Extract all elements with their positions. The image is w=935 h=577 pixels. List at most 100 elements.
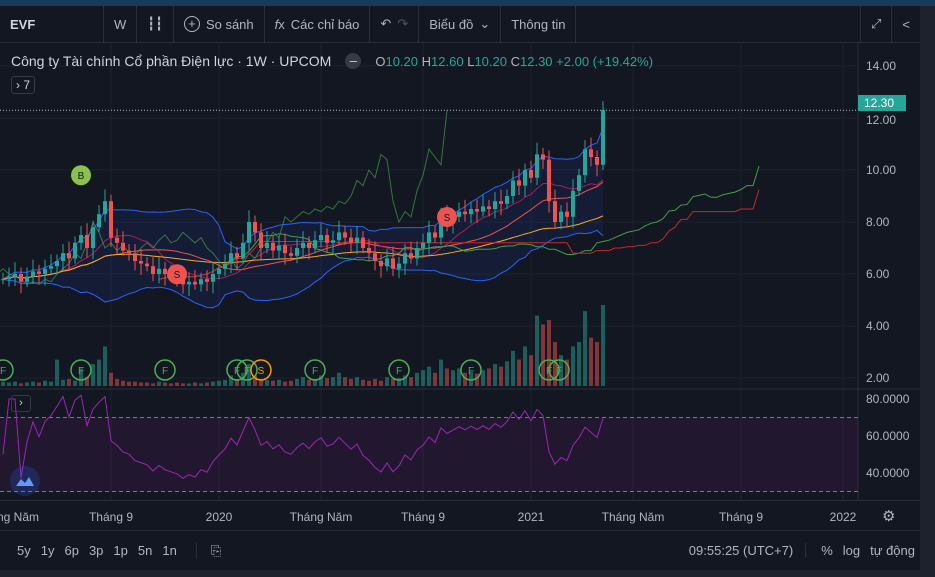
volume-bar: [559, 355, 563, 386]
volume-bar: [247, 364, 251, 386]
volume-bar: [355, 377, 359, 386]
hide-legend-icon[interactable]: –: [345, 53, 362, 69]
share-button[interactable]: <: [892, 6, 920, 43]
candle-body: [565, 211, 569, 217]
fx-icon: fx: [274, 16, 285, 32]
event-label: F: [396, 366, 402, 377]
candle-body: [535, 154, 539, 178]
ichimoku-lagging-span: [0, 110, 448, 285]
volume-bar: [1, 381, 5, 386]
event-marker: F: [70, 359, 92, 381]
range-5d[interactable]: 5n: [137, 543, 153, 558]
close-value: 12.30: [520, 53, 553, 69]
candle-body: [385, 258, 389, 267]
rsi-band: [0, 417, 858, 492]
log-toggle[interactable]: log: [842, 543, 861, 558]
candle-body: [355, 237, 359, 243]
range-1d[interactable]: 1n: [162, 543, 177, 558]
candle-body: [505, 196, 509, 204]
chart-style-button[interactable]: ┇┇: [137, 5, 174, 43]
candle-body: [271, 242, 275, 251]
volume-bar: [391, 378, 395, 386]
volume-bar: [553, 342, 557, 386]
marker-circle: [167, 264, 187, 285]
compare-button[interactable]: + So sánh: [174, 5, 265, 43]
ohlc-values: O10.20 H12.60 L10.20 C12.30 +2.00 (+19.4…: [375, 54, 653, 69]
range-1y[interactable]: 1y: [40, 543, 55, 558]
undo-icon[interactable]: ↶: [380, 16, 392, 31]
fullscreen-button[interactable]: ⤢: [860, 5, 893, 43]
candle-body: [325, 235, 329, 243]
candle-body: [403, 253, 407, 264]
volume-bar: [181, 383, 185, 386]
time-axis[interactable]: ⚙ ng Năm Tháng 9 2020 Tháng Năm Tháng 9 2021 T…: [0, 500, 920, 530]
goto-date-icon[interactable]: ⎘: [195, 542, 221, 559]
candle-body: [97, 214, 101, 228]
tradingview-logo-icon[interactable]: [10, 466, 40, 496]
settings-gear-icon[interactable]: ⚙: [882, 508, 896, 525]
volume-bar: [427, 366, 431, 386]
volume-bar: [499, 366, 503, 386]
volume-bar: [409, 377, 413, 386]
symbol-title: Công ty Tài chính Cổ phần Điện lực · 1W …: [11, 53, 332, 69]
time-tick: ng Năm: [0, 510, 40, 524]
redo-icon[interactable]: ↷: [397, 16, 409, 31]
event-label: F: [162, 366, 168, 377]
chart-legend: Công ty Tài chính Cổ phần Điện lực · 1W …: [11, 53, 653, 69]
volume-bar: [97, 359, 101, 386]
candle-body: [133, 253, 137, 261]
candle-body: [601, 110, 605, 165]
volume-bar: [397, 378, 401, 386]
volume-bar: [529, 355, 533, 386]
event-marker: F: [388, 359, 410, 381]
event-label: F: [78, 366, 84, 377]
candle-body: [499, 201, 503, 204]
candle-body: [277, 245, 281, 251]
candle-body: [571, 190, 575, 217]
rsi-legend-toggle[interactable]: ›: [11, 395, 31, 412]
chevron-down-icon: ⌄: [479, 16, 491, 31]
volume-bar: [205, 382, 209, 386]
symbol-search[interactable]: EVF: [0, 5, 104, 43]
candle-body: [547, 159, 551, 202]
event-marker: F: [548, 359, 570, 381]
range-6m[interactable]: 6p: [64, 543, 79, 558]
indicators-toggle[interactable]: › 7: [11, 76, 35, 94]
candle-body: [559, 211, 563, 222]
indicators-button[interactable]: fx Các chỉ báo: [265, 5, 371, 43]
range-5y[interactable]: 5y: [17, 543, 31, 558]
volume-bar: [451, 370, 455, 386]
interval-button[interactable]: W: [104, 5, 138, 43]
range-3m[interactable]: 3p: [88, 543, 104, 558]
event-circle: [304, 359, 326, 381]
info-button[interactable]: Thông tin: [501, 5, 577, 43]
volume-bar: [271, 380, 275, 386]
event-circle: [236, 359, 258, 381]
volume-bar: [127, 381, 131, 386]
time-tick: Tháng 9: [88, 510, 134, 524]
volume-bar: [433, 372, 437, 386]
range-1m[interactable]: 1p: [113, 543, 128, 558]
candle-body: [361, 237, 365, 248]
price-tick: 14.00: [866, 59, 897, 73]
auto-toggle[interactable]: tự động: [870, 543, 915, 558]
candle-body: [541, 154, 545, 160]
bollinger-fill: [3, 127, 603, 308]
chart-menu-button[interactable]: Biểu đồ ⌄: [419, 5, 502, 43]
candle-body: [157, 268, 161, 274]
candle-body: [163, 268, 167, 274]
volume-bar: [379, 380, 383, 386]
candle-body: [217, 268, 221, 274]
volume-bar: [307, 379, 311, 386]
event-circle: [460, 359, 482, 381]
event-label: F: [0, 366, 6, 377]
open-value: 10.20: [385, 53, 419, 69]
rsi-tick: 60.0000: [866, 429, 910, 443]
percent-toggle[interactable]: %: [821, 543, 833, 558]
volume-bar: [259, 378, 263, 386]
candle-body: [589, 149, 593, 157]
volume-bar: [463, 372, 467, 386]
volume-bar: [31, 381, 35, 386]
marker-label: S: [444, 213, 451, 224]
